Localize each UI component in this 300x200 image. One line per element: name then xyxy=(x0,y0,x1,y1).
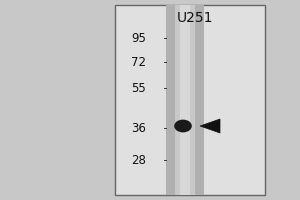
Ellipse shape xyxy=(174,120,192,132)
Text: 55: 55 xyxy=(131,82,146,95)
Text: 28: 28 xyxy=(131,154,146,166)
Text: 36: 36 xyxy=(131,121,146,134)
Bar xyxy=(175,5,196,195)
Text: U251: U251 xyxy=(177,11,213,25)
Bar xyxy=(166,5,204,195)
Text: 95: 95 xyxy=(131,31,146,45)
Bar xyxy=(115,5,265,195)
Text: 72: 72 xyxy=(131,55,146,68)
Polygon shape xyxy=(200,119,220,133)
Bar xyxy=(180,5,190,195)
